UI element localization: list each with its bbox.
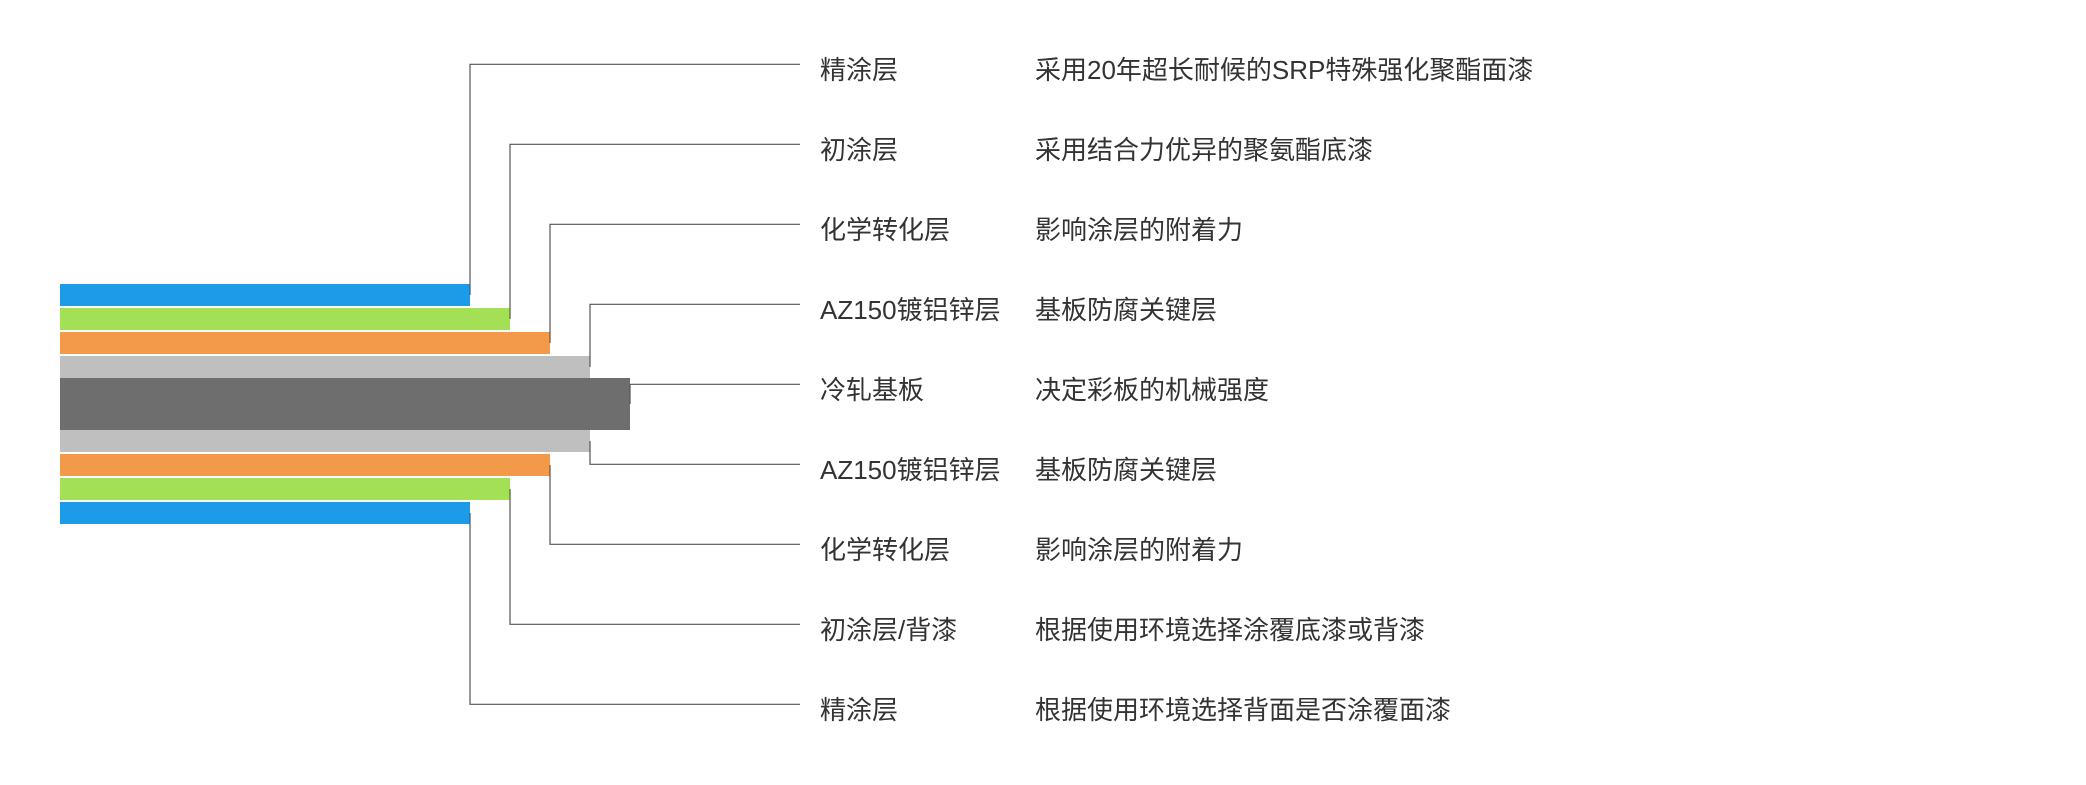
layer-label: 初涂层/背漆 — [820, 610, 957, 647]
leader-line — [510, 144, 800, 319]
layer-top-finish — [60, 284, 470, 306]
layer-description: 采用结合力优异的聚氨酯底漆 — [1035, 130, 1373, 167]
layer-bot-finish — [60, 502, 470, 524]
layer-description: 基板防腐关键层 — [1035, 450, 1217, 487]
layer-label: 化学转化层 — [820, 210, 950, 247]
leader-line — [590, 304, 800, 367]
leader-line — [550, 465, 800, 544]
layer-bot-primer — [60, 478, 510, 500]
leader-line — [630, 384, 800, 404]
leader-line — [550, 224, 800, 343]
leader-line — [470, 64, 800, 295]
layer-description: 采用20年超长耐候的SRP特殊强化聚酯面漆 — [1035, 50, 1533, 87]
layer-description: 根据使用环境选择背面是否涂覆面漆 — [1035, 690, 1451, 727]
layer-description: 决定彩板的机械强度 — [1035, 370, 1269, 407]
layer-label: AZ150镀铝锌层 — [820, 290, 1001, 327]
leader-line — [470, 513, 800, 704]
layer-label: 化学转化层 — [820, 530, 950, 567]
layer-top-az150 — [60, 356, 590, 378]
layer-label: 精涂层 — [820, 50, 898, 87]
layer-description: 根据使用环境选择涂覆底漆或背漆 — [1035, 610, 1425, 647]
layer-bot-az150 — [60, 430, 590, 452]
layer-top-chem — [60, 332, 550, 354]
layer-core — [60, 378, 630, 430]
layer-top-primer — [60, 308, 510, 330]
leader-line — [510, 489, 800, 624]
layer-label: 初涂层 — [820, 130, 898, 167]
layer-label: 精涂层 — [820, 690, 898, 727]
layer-description: 影响涂层的附着力 — [1035, 530, 1243, 567]
layer-bot-chem — [60, 454, 550, 476]
layer-label: AZ150镀铝锌层 — [820, 450, 1001, 487]
layer-label: 冷轧基板 — [820, 370, 924, 407]
layer-description: 影响涂层的附着力 — [1035, 210, 1243, 247]
leader-line — [590, 441, 800, 464]
layer-description: 基板防腐关键层 — [1035, 290, 1217, 327]
